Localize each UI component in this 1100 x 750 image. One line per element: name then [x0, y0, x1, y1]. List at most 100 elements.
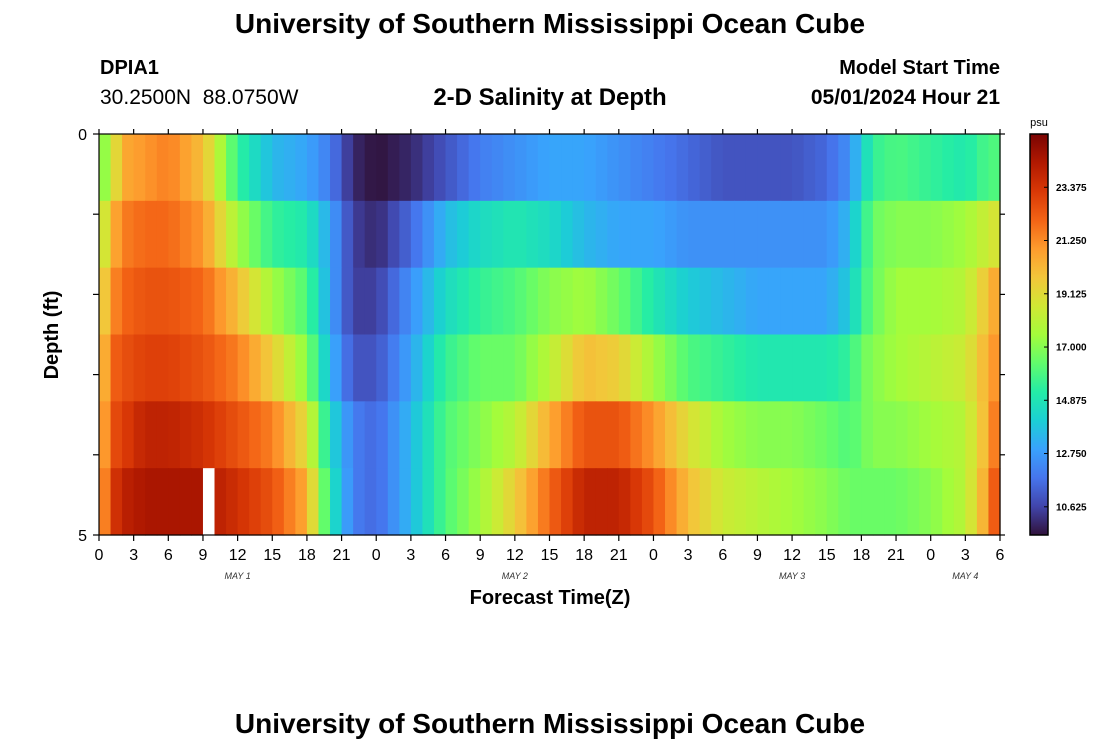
heatmap-cell: [202, 200, 216, 269]
heatmap-cell: [468, 468, 481, 536]
heatmap-cell: [561, 267, 574, 336]
heatmap-cell: [803, 401, 816, 469]
heatmap-cell: [872, 401, 886, 469]
heatmap-cell: [607, 401, 620, 469]
heatmap-cell: [884, 267, 897, 336]
station-coordinates: 30.2500N 88.0750W: [100, 86, 299, 109]
heatmap-cell: [260, 401, 273, 469]
heatmap-cell: [202, 267, 216, 336]
heatmap-cell: [699, 267, 712, 336]
x-tick-label: 9: [199, 547, 208, 564]
heatmap-cell: [133, 334, 146, 402]
heatmap-cell: [930, 267, 943, 336]
heatmap-cell: [145, 200, 158, 269]
colorbar-gradient: [1029, 133, 1049, 536]
x-tick-label: 0: [926, 547, 935, 564]
heatmap-cell: [907, 134, 920, 202]
heatmap-cell: [457, 267, 470, 336]
heatmap-cell: [584, 134, 597, 202]
x-tick-label: 21: [610, 547, 628, 564]
heatmap-cell: [191, 401, 204, 469]
y-tick-label: 5: [78, 528, 87, 545]
heatmap-cell: [907, 468, 920, 536]
heatmap-cell: [168, 334, 181, 402]
heatmap-cell: [433, 401, 447, 469]
heatmap-cell: [872, 334, 886, 402]
y-axis-label: Depth (ft): [41, 291, 63, 380]
heatmap-cell: [780, 468, 793, 536]
heatmap-cell: [503, 468, 516, 536]
heatmap-cell: [607, 134, 620, 202]
heatmap-cell: [665, 134, 678, 202]
heatmap-cell: [768, 134, 782, 202]
heatmap-cell: [792, 334, 805, 402]
heatmap-cell: [306, 401, 320, 469]
colorbar-tick-label: 12.750: [1056, 449, 1087, 460]
x-tick-label: 3: [961, 547, 970, 564]
heatmap-cell: [572, 334, 585, 402]
heatmap-cell: [179, 468, 193, 536]
x-tick-label: 9: [476, 547, 485, 564]
heatmap-cell: [676, 334, 689, 402]
heatmap-cell: [965, 267, 978, 336]
heatmap-cell: [202, 468, 216, 536]
heatmap-cell: [688, 334, 701, 402]
heatmap-cell: [872, 134, 886, 202]
heatmap-cell: [110, 134, 123, 202]
heatmap-cell: [491, 401, 504, 469]
heatmap-cell: [768, 468, 782, 536]
heatmap-cell: [849, 134, 862, 202]
heatmap-cell: [953, 401, 966, 469]
heatmap-cell: [815, 468, 828, 536]
x-tick-label: 0: [649, 547, 658, 564]
heatmap-cell: [838, 401, 851, 469]
heatmap-cell: [283, 468, 296, 536]
heatmap-cell: [607, 200, 620, 269]
heatmap-cell: [815, 334, 828, 402]
heatmap-cell: [364, 334, 377, 402]
heatmap-cell: [156, 267, 169, 336]
heatmap-cell: [849, 401, 862, 469]
heatmap-cell: [676, 401, 689, 469]
heatmap-cell: [838, 468, 851, 536]
heatmap-cell: [537, 200, 551, 269]
heatmap-cell: [272, 267, 285, 336]
heatmap-cell: [688, 267, 701, 336]
heatmap-cell: [364, 200, 377, 269]
heatmap-cell: [399, 200, 412, 269]
heatmap-cell: [942, 267, 955, 336]
heatmap-cell: [110, 468, 123, 536]
heatmap-cell: [745, 267, 759, 336]
heatmap-cell: [665, 200, 678, 269]
heatmap-cell: [99, 468, 112, 536]
heatmap-cell: [757, 468, 770, 536]
heatmap-cell: [156, 468, 169, 536]
heatmap-cell: [237, 134, 250, 202]
heatmap-cell: [722, 401, 735, 469]
chart-axes: 0 3 6 9 12 15 18 21 0 3 6 9 12 15 18 21 0 3 6 9 12 15 18 21 0 3 6 M…: [78, 127, 1005, 581]
heatmap-cell: [318, 267, 331, 336]
colorbar-tick-label: 14.875: [1056, 396, 1087, 407]
heatmap-cell: [549, 134, 562, 202]
heatmap-cell: [445, 134, 458, 202]
heatmap-cell: [595, 334, 608, 402]
heatmap-cell: [318, 401, 331, 469]
heatmap-cell: [237, 200, 250, 269]
heatmap-cell: [422, 200, 435, 269]
heatmap-cell: [318, 134, 331, 202]
heatmap-cell: [179, 401, 193, 469]
heatmap-cell: [618, 401, 631, 469]
heatmap-cell: [191, 267, 204, 336]
heatmap-cell: [561, 401, 574, 469]
heatmap-cell: [237, 401, 250, 469]
heatmap-cell: [549, 401, 562, 469]
heatmap-cell: [237, 334, 250, 402]
heatmap-cell: [156, 134, 169, 202]
colorbar-tick-label: 19.125: [1056, 289, 1087, 300]
heatmap-cell: [768, 401, 782, 469]
heatmap-cell: [399, 401, 412, 469]
heatmap-cell: [745, 200, 759, 269]
heatmap-cell: [145, 334, 158, 402]
heatmap-cell: [965, 200, 978, 269]
heatmap-cell: [491, 334, 504, 402]
